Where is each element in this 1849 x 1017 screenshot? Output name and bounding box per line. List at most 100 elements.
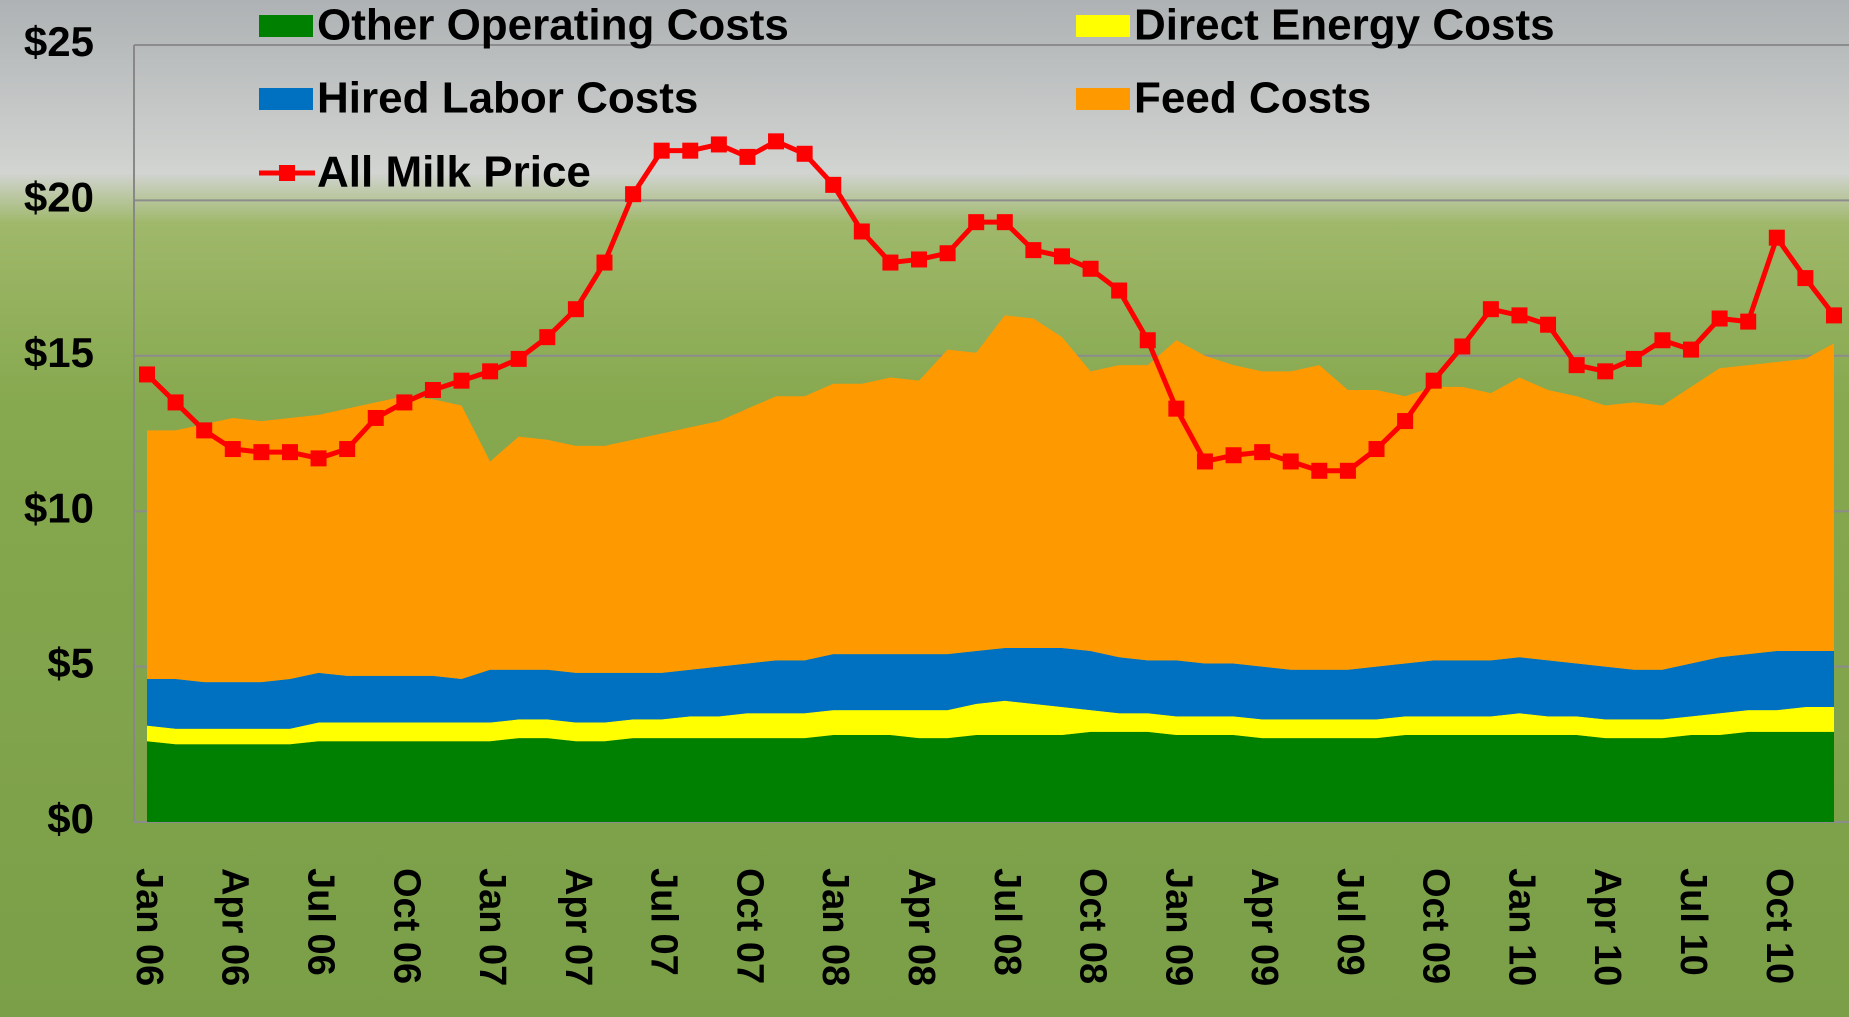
marker [167, 394, 184, 411]
marker [1311, 462, 1328, 479]
y-tick-label: $0 [47, 795, 94, 842]
marker [1740, 313, 1757, 330]
marker [1797, 270, 1814, 287]
x-tick-label: Jan 06 [128, 868, 170, 986]
marker [796, 145, 813, 162]
area [147, 647, 1834, 729]
x-tick-label: Jan 09 [1157, 868, 1199, 986]
x-tick-label: Jan 08 [814, 868, 856, 986]
marker [1597, 363, 1614, 380]
marker [1625, 350, 1642, 367]
x-tick-label: Jul 09 [1329, 868, 1371, 976]
marker [625, 186, 642, 203]
marker [424, 381, 441, 398]
legend: Other Operating Costs Direct Energy Costs… [259, 1, 1555, 197]
marker [1454, 338, 1471, 355]
marker [339, 441, 356, 458]
y-tick-label: $10 [24, 484, 94, 531]
marker [1196, 453, 1213, 470]
marker [1368, 441, 1385, 458]
x-tick-label: Apr 08 [900, 868, 942, 986]
x-tick-label: Jan 07 [471, 868, 513, 986]
marker [482, 363, 499, 380]
marker [596, 254, 613, 271]
legend-swatch [259, 88, 313, 110]
legend-marker [279, 165, 295, 181]
x-tick-label: Apr 07 [557, 868, 599, 986]
marker [139, 366, 155, 383]
marker [1654, 332, 1671, 349]
x-tick-label: Oct 08 [1072, 868, 1114, 984]
legend-label: Feed Costs [1134, 74, 1371, 123]
marker [539, 329, 556, 346]
x-tick-label: Oct 06 [385, 868, 427, 984]
marker [1025, 242, 1042, 259]
marker [196, 422, 213, 439]
marker [281, 444, 298, 461]
y-tick-label: $20 [24, 173, 94, 220]
marker [710, 136, 727, 153]
marker [1540, 316, 1557, 333]
legend-label: Other Operating Costs [317, 1, 789, 50]
marker [996, 214, 1013, 231]
marker [825, 176, 842, 193]
marker [968, 214, 985, 231]
marker [1397, 413, 1414, 430]
x-tick-label: Jul 06 [300, 868, 342, 976]
x-tick-label: Jul 10 [1672, 868, 1714, 976]
marker [224, 441, 241, 458]
marker [453, 372, 470, 389]
area [147, 700, 1834, 745]
marker [1511, 307, 1528, 324]
marker [653, 142, 670, 159]
legend-swatch [1076, 15, 1130, 37]
x-tick-label: Oct 10 [1758, 868, 1800, 984]
marker [310, 450, 327, 467]
marker [253, 444, 270, 461]
marker [911, 251, 928, 268]
x-tick-label: Jan 10 [1500, 868, 1542, 986]
x-tick-label: Oct 09 [1415, 868, 1457, 984]
marker [396, 394, 413, 411]
marker [1339, 462, 1356, 479]
marker [510, 350, 527, 367]
legend-label: Hired Labor Costs [317, 74, 698, 123]
marker [768, 133, 785, 150]
marker [1111, 282, 1128, 299]
marker [1168, 400, 1185, 417]
marker [1225, 447, 1242, 464]
marker [1826, 307, 1842, 324]
marker [1139, 332, 1156, 349]
y-tick-label: $5 [47, 640, 94, 687]
marker [939, 245, 956, 262]
labels: $0 $5 $10 $15 $20 $25 Jan 06 Apr 06 Jul 06 Oct 06… [24, 18, 1800, 986]
marker [1711, 310, 1728, 327]
x-tick-label: Apr 09 [1243, 868, 1285, 986]
marker [682, 142, 699, 159]
marker [1768, 229, 1785, 246]
marker [1254, 444, 1271, 461]
marker [1568, 357, 1585, 374]
marker [567, 301, 584, 318]
x-tick-label: Jul 07 [643, 868, 685, 976]
y-tick-label: $25 [24, 18, 94, 65]
legend-label: All Milk Price [317, 148, 591, 197]
marker [1082, 260, 1099, 277]
y-tick-label: $15 [24, 329, 94, 376]
marker [853, 223, 870, 240]
marker [367, 409, 384, 426]
x-tick-label: Oct 07 [728, 868, 770, 984]
marker [739, 148, 756, 165]
legend-swatch [259, 15, 313, 37]
marker [1282, 453, 1299, 470]
legend-swatch [1076, 88, 1130, 110]
legend-label: Direct Energy Costs [1134, 1, 1555, 50]
area [147, 731, 1834, 822]
marker [1053, 248, 1070, 265]
x-tick-label: Jul 08 [986, 868, 1028, 976]
x-tick-label: Apr 06 [214, 868, 256, 986]
marker [882, 254, 899, 271]
marker [1425, 372, 1442, 389]
